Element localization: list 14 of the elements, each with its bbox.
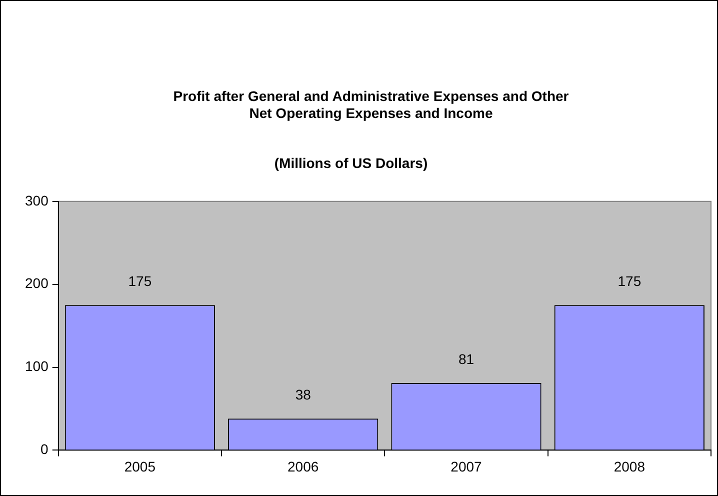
x-tick-label: 2006 bbox=[288, 458, 319, 474]
x-tick-label: 2005 bbox=[124, 458, 156, 474]
y-tick-label: 200 bbox=[25, 275, 49, 292]
y-tick-label: 100 bbox=[25, 358, 49, 374]
x-tick-label: 2007 bbox=[450, 458, 482, 474]
y-tick-label: 300 bbox=[25, 192, 49, 208]
data-label: 175 bbox=[618, 272, 642, 289]
chart-title: Profit after General and Administrative Expenses and Other Net Operating Expenses and Income bbox=[172, 88, 570, 122]
chart-subtitle: (Millions of US Dollars) bbox=[273, 155, 429, 171]
data-label: 81 bbox=[458, 350, 474, 367]
y-tick-label: 0 bbox=[40, 441, 49, 458]
data-label: 38 bbox=[295, 386, 312, 403]
data-label: 175 bbox=[128, 272, 152, 289]
x-tick-label: 2008 bbox=[614, 458, 646, 474]
